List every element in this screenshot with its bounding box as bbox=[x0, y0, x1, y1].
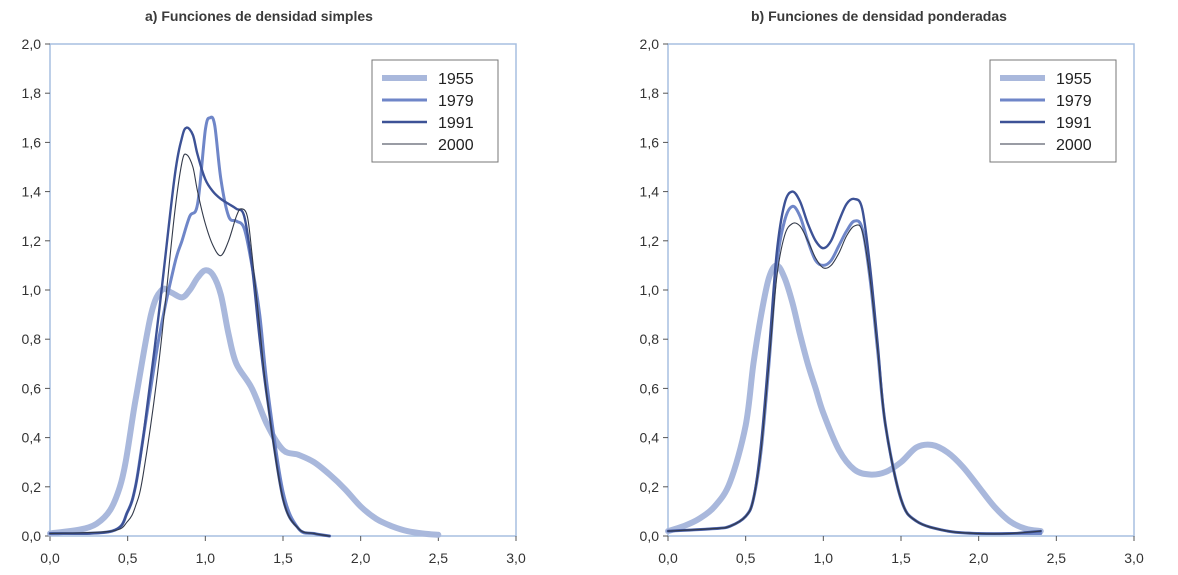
series-line-2000 bbox=[49, 153, 331, 537]
x-tick-label: 3,0 bbox=[1124, 550, 1144, 566]
legend-label: 1979 bbox=[1056, 93, 1092, 110]
legend-label: 2000 bbox=[438, 137, 474, 154]
x-tick-label: 0,5 bbox=[118, 550, 138, 566]
x-tick-label: 0,0 bbox=[658, 550, 678, 566]
x-tick-label: 1,5 bbox=[273, 550, 293, 566]
y-tick-label: 1,2 bbox=[640, 233, 660, 249]
chart-panel-a: a) Funciones de densidad simples 0,0 0,2 0… bbox=[0, 0, 560, 575]
legend-label: 1991 bbox=[438, 115, 474, 132]
legend-label: 1955 bbox=[438, 71, 474, 88]
y-tick-label: 0,2 bbox=[22, 479, 42, 495]
y-tick-label: 0,4 bbox=[640, 430, 660, 446]
y-tick-label: 0,0 bbox=[22, 528, 42, 544]
y-tick-label: 0,8 bbox=[640, 331, 660, 347]
series-line-1991 bbox=[666, 190, 1042, 535]
y-tick-label: 0,6 bbox=[22, 380, 42, 396]
legend-label: 1991 bbox=[1056, 115, 1092, 132]
x-tick-label: 2,0 bbox=[351, 550, 371, 566]
series-line-1979 bbox=[48, 115, 332, 538]
y-tick-label: 1,6 bbox=[22, 134, 42, 150]
chart-title: b) Funciones de densidad ponderadas bbox=[751, 8, 1007, 24]
x-tick-label: 1,5 bbox=[891, 550, 911, 566]
y-tick-label: 0,4 bbox=[22, 430, 42, 446]
y-tick-label: 1,0 bbox=[22, 282, 42, 298]
y-tick-label: 0,8 bbox=[22, 331, 42, 347]
x-tick-label: 0,5 bbox=[736, 550, 756, 566]
legend-label: 2000 bbox=[1056, 137, 1092, 154]
y-tick-label: 1,4 bbox=[640, 184, 660, 200]
x-tick-label: 2,5 bbox=[1047, 550, 1067, 566]
series-line-1991 bbox=[48, 126, 331, 538]
series-line-1955 bbox=[47, 267, 442, 538]
y-tick-label: 1,4 bbox=[22, 184, 42, 200]
legend-label: 1955 bbox=[1056, 71, 1092, 88]
x-tick-label: 1,0 bbox=[814, 550, 834, 566]
chart-panel-b: b) Funciones de densidad ponderadas 0,0 0… bbox=[618, 0, 1178, 575]
x-tick-label: 2,5 bbox=[429, 550, 449, 566]
chart-title: a) Funciones de densidad simples bbox=[145, 8, 373, 24]
y-tick-label: 2,0 bbox=[640, 36, 660, 52]
density-chart-weighted: 0,0 0,2 0,4 0,6 0,8 1,0 1,2 1,4 1,6 1,8 2,0 0,0 0,5 1… bbox=[640, 36, 1144, 566]
y-tick-label: 1,8 bbox=[640, 85, 660, 101]
y-tick-label: 1,8 bbox=[22, 85, 42, 101]
x-tick-label: 2,0 bbox=[969, 550, 989, 566]
series-line-1979 bbox=[666, 204, 1043, 536]
series-line-1955 bbox=[665, 262, 1044, 535]
legend-label: 1979 bbox=[438, 93, 474, 110]
x-tick-label: 1,0 bbox=[196, 550, 216, 566]
y-tick-label: 2,0 bbox=[22, 36, 42, 52]
y-tick-label: 1,6 bbox=[640, 134, 660, 150]
y-tick-label: 0,0 bbox=[640, 528, 660, 544]
y-tick-label: 0,2 bbox=[640, 479, 660, 495]
x-tick-label: 3,0 bbox=[506, 550, 526, 566]
x-tick-label: 0,0 bbox=[40, 550, 60, 566]
series-line-2000 bbox=[667, 222, 1042, 535]
y-tick-label: 1,0 bbox=[640, 282, 660, 298]
y-tick-label: 1,2 bbox=[22, 233, 42, 249]
y-tick-label: 0,6 bbox=[640, 380, 660, 396]
density-chart-simple: 0,0 0,2 0,4 0,6 0,8 1,0 1,2 1,4 1,6 1,8 2,0 0,0 0,5 1… bbox=[22, 36, 526, 566]
